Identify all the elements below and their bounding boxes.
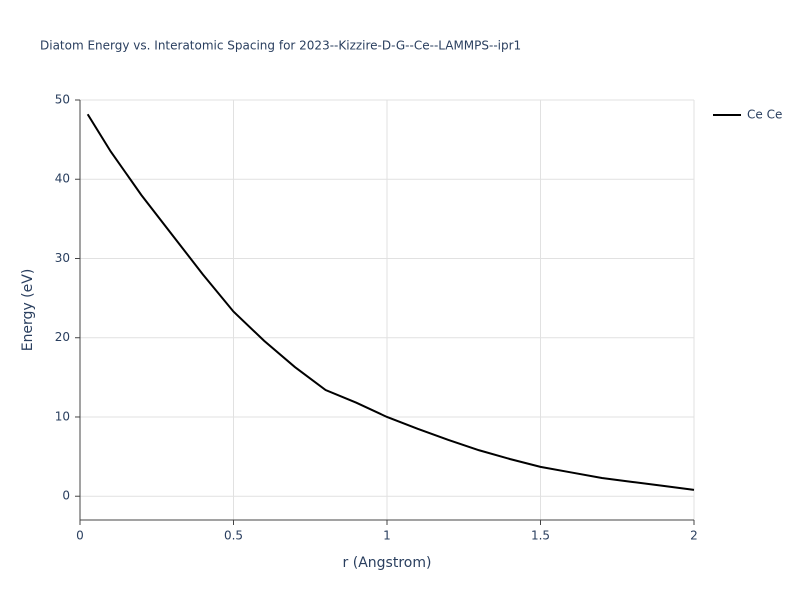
line-series <box>86 113 695 491</box>
y-tick-label: 10 <box>55 409 70 423</box>
x-tick-label: 1 <box>383 529 391 543</box>
y-tick-label: 20 <box>55 330 70 344</box>
x-tick-label: 0.5 <box>224 529 243 543</box>
y-axis-title: Energy (eV) <box>20 269 36 352</box>
legend-label: Ce Ce <box>747 108 782 122</box>
x-tick-label: 2 <box>690 529 698 543</box>
x-tick-label: 0 <box>76 529 84 543</box>
y-tick-label: 30 <box>55 251 70 265</box>
y-tick-label: 0 <box>62 489 70 503</box>
chart-title: Diatom Energy vs. Interatomic Spacing fo… <box>40 39 521 53</box>
x-axis-title: r (Angstrom) <box>343 555 432 571</box>
y-tick-label: 40 <box>55 172 70 186</box>
x-tick-label: 1.5 <box>531 529 550 543</box>
y-tick-label: 50 <box>55 93 70 107</box>
